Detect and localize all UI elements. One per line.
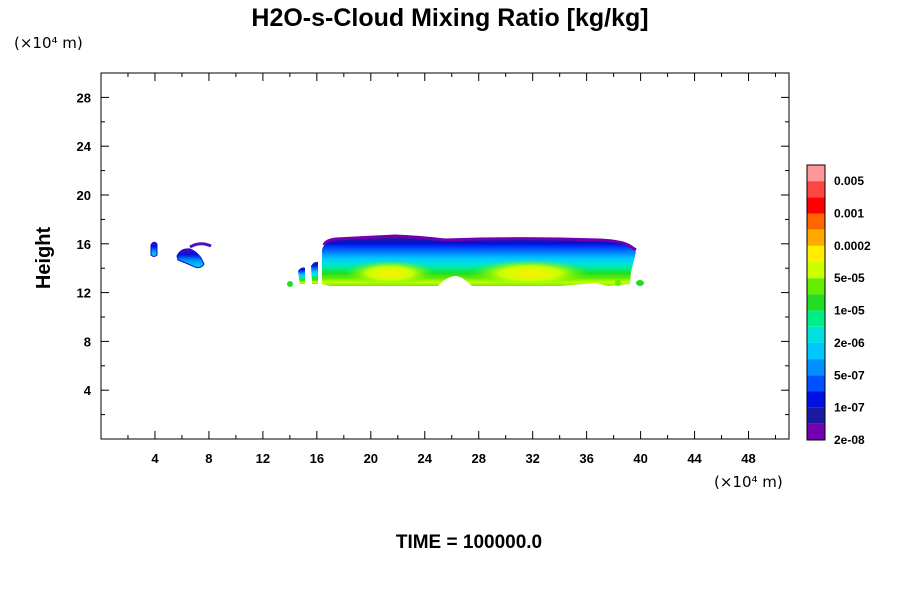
- colorbar-label: 2e-08: [834, 433, 865, 447]
- x-tick-label: 20: [364, 451, 378, 466]
- colorbar-swatch: [807, 278, 825, 295]
- colorbar-swatch: [807, 213, 825, 230]
- x-axis-unit: (×10⁴ m): [714, 473, 783, 491]
- colorbar-swatch: [807, 423, 825, 440]
- cloud-spot-right-2: [615, 280, 621, 286]
- colorbar-label: 5e-07: [834, 368, 865, 382]
- x-tick-label: 48: [741, 451, 755, 466]
- x-tick-label: 40: [633, 451, 647, 466]
- x-tick-label: 24: [418, 451, 433, 466]
- colorbar-swatch: [807, 375, 825, 392]
- y-tick-label: 4: [84, 383, 92, 398]
- colorbar-swatch: [807, 245, 825, 263]
- y-axis-unit: (×10⁴ m): [14, 34, 83, 52]
- colorbar-swatch: [807, 229, 825, 246]
- colorbar-label: 5e-05: [834, 271, 865, 285]
- y-axis: 4 8 12 16 20 24 28: [77, 90, 789, 416]
- colorbar-swatch: [807, 262, 825, 279]
- x-tick-label: 12: [256, 451, 270, 466]
- y-tick-label: 20: [77, 188, 91, 203]
- cloud-tail-2: [298, 267, 305, 284]
- core-right: [470, 258, 590, 286]
- colorbar-label: 2e-06: [834, 336, 865, 350]
- colorbar-label: 0.0002: [834, 239, 871, 253]
- time-label: TIME = 100000.0: [395, 532, 543, 553]
- chart-title: H2O-s-Cloud Mixing Ratio [kg/kg]: [251, 4, 649, 32]
- cloud-spot-left: [287, 281, 293, 287]
- x-tick-label: 36: [579, 451, 593, 466]
- y-tick-label: 24: [77, 139, 92, 154]
- y-tick-label: 16: [77, 237, 91, 252]
- colorbar-swatch: [807, 310, 825, 327]
- small-cloud-b-arc: [189, 242, 212, 249]
- cloud-tail-1: [311, 261, 318, 284]
- x-tick-label: 28: [471, 451, 485, 466]
- colorbar-swatch: [807, 197, 825, 214]
- x-tick-label: 8: [205, 451, 212, 466]
- x-tick-label: 32: [525, 451, 539, 466]
- colorbar-swatch: [807, 294, 825, 311]
- colorbar: 0.005 0.001 0.0002 5e-05 1e-05 2e-06 5e-07 1e-0…: [806, 164, 871, 447]
- colorbar-label: 1e-07: [834, 401, 865, 415]
- colorbar-swatch: [807, 342, 825, 360]
- small-cloud-a: [150, 241, 158, 257]
- colorbar-label: 0.005: [834, 174, 864, 188]
- colorbar-swatch: [807, 165, 825, 182]
- cloud-field: [150, 234, 644, 287]
- colorbar-swatch: [807, 326, 825, 343]
- y-tick-label: 12: [77, 286, 91, 301]
- colorbar-label: 0.001: [834, 207, 864, 221]
- colorbar-swatch: [807, 359, 825, 376]
- cloud-spot-right: [636, 280, 644, 286]
- colorbar-label: 1e-05: [834, 304, 865, 318]
- colorbar-swatch: [807, 181, 825, 198]
- main-cloud-top-edge: [322, 234, 637, 252]
- colorbar-swatch: [807, 407, 825, 424]
- y-tick-label: 8: [84, 334, 91, 349]
- colorbar-frame: [806, 164, 826, 441]
- colorbar-swatch: [807, 391, 825, 408]
- x-tick-label: 16: [310, 451, 324, 466]
- y-axis-label: Height: [33, 227, 55, 290]
- x-tick-label: 4: [151, 451, 159, 466]
- small-cloud-b: [176, 248, 205, 269]
- core-left: [345, 259, 435, 285]
- y-tick-label: 28: [77, 90, 91, 105]
- x-tick-label: 44: [687, 451, 702, 466]
- x-axis: 4 8 12 16 20 24 28 32 36 40 44 48: [127, 73, 777, 466]
